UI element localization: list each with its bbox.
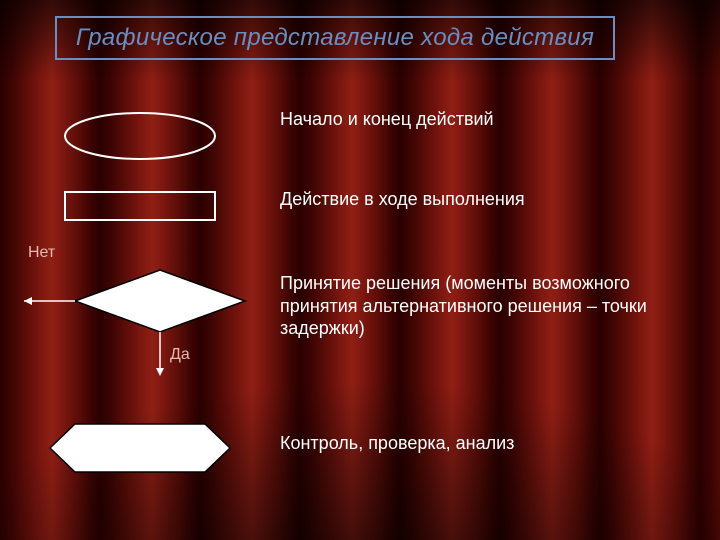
hexagon-icon	[45, 418, 235, 478]
legend-row-terminator: Начало и конец действий	[0, 108, 720, 164]
decision-label-no: Нет	[28, 244, 55, 262]
shape-control	[0, 418, 280, 478]
desc-process: Действие в ходе выполнения	[280, 188, 690, 211]
legend-row-process: Действие в ходе выполнения	[0, 188, 720, 224]
legend-row-decision: Нет Да Принятие решения (моменты возможн…	[0, 250, 720, 390]
legend-row-control: Контроль, проверка, анализ	[0, 418, 720, 478]
slide-title: Графическое представление хода действия	[76, 24, 594, 52]
slide-title-box: Графическое представление хода действия	[55, 16, 615, 60]
shape-decision: Нет Да	[0, 250, 280, 390]
shape-process	[0, 188, 280, 224]
diamond-icon	[10, 250, 270, 390]
desc-decision: Принятие решения (моменты возможного при…	[280, 272, 690, 340]
shape-terminator	[0, 108, 280, 164]
desc-control: Контроль, проверка, анализ	[280, 432, 690, 455]
desc-terminator: Начало и конец действий	[280, 108, 690, 131]
decision-label-yes: Да	[170, 346, 190, 364]
ellipse-icon	[60, 108, 220, 164]
rect-icon	[60, 188, 220, 224]
